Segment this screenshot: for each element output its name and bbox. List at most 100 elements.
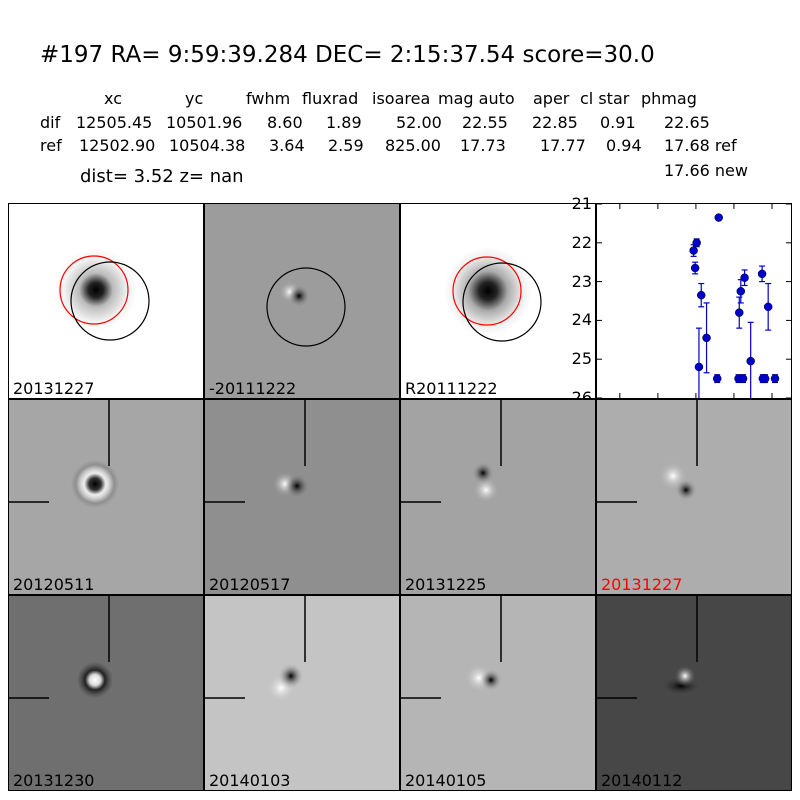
ref-aper: 17.77 xyxy=(540,136,586,155)
epoch-stamp-panel: 20140112 xyxy=(596,595,792,791)
point-marker xyxy=(746,356,755,366)
panel-date-label: 20131227 xyxy=(13,379,95,398)
epoch-stamp-panel: 20140103 xyxy=(204,595,400,791)
point-marker xyxy=(690,263,700,273)
panel-date-label: 20131227 xyxy=(601,575,683,594)
dif-row-label: dif xyxy=(40,113,61,132)
panel-date-label: 20120511 xyxy=(13,575,95,594)
epoch-stamp-panel: 20131225 xyxy=(400,399,596,595)
epoch-stamp-image xyxy=(597,596,701,699)
point-marker xyxy=(692,238,701,248)
panel-date-label: 20140103 xyxy=(209,771,291,790)
y-tick-label: 23 xyxy=(571,271,592,291)
data-point xyxy=(735,296,744,329)
ref-phmag: 17.68 ref xyxy=(664,136,737,155)
data-point xyxy=(714,213,723,222)
data-point xyxy=(740,269,749,287)
dif-aperture-circle xyxy=(266,267,346,347)
point-marker xyxy=(694,362,704,372)
ref-mag-auto: 17.73 xyxy=(460,136,506,155)
dif-cl-star: 0.91 xyxy=(600,113,636,132)
dif-aperture-circle xyxy=(462,262,542,342)
panel-date-label: 20131225 xyxy=(405,575,487,594)
data-point xyxy=(757,265,767,283)
epoch-stamp-panel: 20131227 xyxy=(596,399,792,595)
epoch-stamp-panel: 20120511 xyxy=(8,399,204,595)
epoch-stamp-image xyxy=(401,596,502,699)
y-tick-label: 22 xyxy=(571,232,592,252)
epoch-stamp-panel: 20131230 xyxy=(8,595,204,791)
point-marker xyxy=(740,273,749,282)
data-point xyxy=(770,374,780,384)
ref-isoarea: 825.00 xyxy=(385,136,441,155)
ref-xc: 12502.90 xyxy=(79,136,156,155)
col-header-isoarea: isoarea xyxy=(372,89,431,108)
col-header-mag-auto: mag auto xyxy=(438,89,515,108)
data-point xyxy=(696,282,706,308)
data-point xyxy=(694,327,704,398)
candidate-title: #197 RA= 9:59:39.284 DEC= 2:15:37.54 sco… xyxy=(40,42,655,68)
ref-cl-star: 0.94 xyxy=(606,136,642,155)
ref-row-label: ref xyxy=(40,136,62,155)
dif-phmag: 22.65 xyxy=(664,113,710,132)
reference-image-panel: R20111222 xyxy=(400,203,596,399)
ref-fwhm: 3.64 xyxy=(269,136,305,155)
data-point xyxy=(738,374,748,384)
point-marker xyxy=(714,213,723,222)
ref-aperture-circle xyxy=(452,256,522,326)
epoch-stamp-panel: 20120517 xyxy=(204,399,400,595)
data-point xyxy=(763,282,773,331)
data-point xyxy=(702,302,711,374)
reference-image-stamp xyxy=(444,247,542,342)
data-point xyxy=(690,261,700,275)
data-point xyxy=(736,279,746,304)
point-marker xyxy=(760,374,770,383)
panel-date-label: -20111222 xyxy=(209,379,297,398)
point-marker xyxy=(757,269,767,279)
data-point xyxy=(746,321,755,398)
ref-fluxrad: 2.59 xyxy=(328,136,364,155)
light-curve-svg xyxy=(597,203,791,399)
point-marker xyxy=(735,308,744,317)
difference-image-panel: -20111222 xyxy=(204,203,400,399)
epoch-stamp-image xyxy=(9,596,113,699)
col-header-phmag: phmag xyxy=(641,89,697,108)
dif-yc: 10501.96 xyxy=(166,113,243,132)
ref-aperture-circle xyxy=(59,255,129,325)
dif-aperture-circle xyxy=(70,261,150,341)
dif-aper: 22.85 xyxy=(532,113,578,132)
dif-fluxrad: 1.89 xyxy=(326,113,362,132)
col-header-aper: aper xyxy=(533,89,570,108)
panel-date-label: 20120517 xyxy=(209,575,291,594)
point-marker xyxy=(736,287,746,296)
panel-date-label: R20111222 xyxy=(405,379,498,398)
new-image-stamp xyxy=(54,248,150,341)
dif-xc: 12505.45 xyxy=(76,113,153,132)
point-marker xyxy=(702,333,711,343)
difference-image-stamp xyxy=(266,267,346,347)
data-point xyxy=(712,374,722,384)
col-header-fwhm: fwhm xyxy=(246,89,291,108)
point-marker xyxy=(689,246,698,255)
point-marker xyxy=(738,374,748,383)
panel-date-label: 20140112 xyxy=(601,771,683,790)
data-point xyxy=(692,238,701,248)
dif-fwhm: 8.60 xyxy=(267,113,303,132)
col-header-cl-star: cl star xyxy=(580,89,630,108)
col-header-yc: yc xyxy=(185,89,204,108)
epoch-stamp-panel: 20140105 xyxy=(400,595,596,791)
dif-mag-auto: 22.55 xyxy=(462,113,508,132)
point-marker xyxy=(712,374,722,383)
point-marker xyxy=(770,374,780,383)
y-tick-label: 24 xyxy=(571,310,592,330)
epoch-stamp-image xyxy=(205,400,309,503)
col-header-xc: xc xyxy=(104,89,122,108)
col-header-fluxrad: fluxrad xyxy=(302,89,359,108)
new-image-panel: 20131227 xyxy=(8,203,204,399)
distance-redshift: dist= 3.52 z= nan xyxy=(80,166,244,187)
ref-yc: 10504.38 xyxy=(169,136,246,155)
epoch-stamp-image xyxy=(9,400,119,508)
dif-isoarea: 52.00 xyxy=(396,113,442,132)
data-point xyxy=(760,374,770,384)
point-marker xyxy=(763,302,773,312)
